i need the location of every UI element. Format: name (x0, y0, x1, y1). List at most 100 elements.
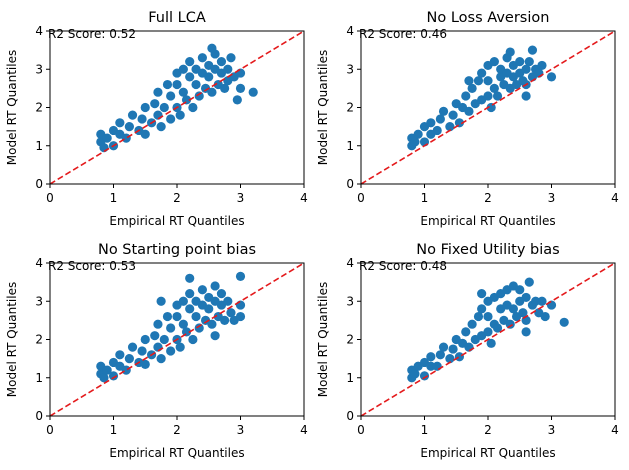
data-point (226, 53, 236, 63)
data-point (194, 91, 204, 101)
y-tick-label: 3 (35, 62, 43, 76)
data-point (115, 118, 125, 128)
x-tick-label: 2 (173, 191, 181, 205)
data-point (220, 83, 230, 93)
data-point (162, 79, 173, 90)
x-tick-label: 1 (421, 191, 429, 205)
data-point (166, 323, 176, 333)
data-point (156, 296, 166, 306)
data-point (207, 43, 217, 53)
data-point (486, 102, 496, 113)
data-point (150, 331, 160, 341)
data-point (140, 334, 150, 345)
data-point (531, 296, 541, 306)
data-point (546, 300, 557, 310)
data-point (188, 102, 198, 113)
data-point (432, 125, 442, 136)
data-point (489, 57, 499, 67)
data-point (150, 99, 160, 109)
data-point (210, 331, 220, 341)
data-point (473, 311, 484, 322)
data-point (508, 304, 518, 314)
points-group (361, 31, 615, 184)
data-point (102, 365, 112, 375)
data-point (140, 102, 150, 113)
data-point (216, 57, 227, 67)
data-point (185, 304, 195, 314)
data-point (178, 64, 188, 74)
y-axis-label: Model RT Quantiles (316, 50, 330, 165)
y-tick-label: 3 (346, 62, 354, 76)
data-point (461, 327, 471, 337)
data-point (197, 285, 207, 295)
y-tick-label: 3 (346, 294, 354, 308)
y-tick-label: 2 (35, 333, 43, 347)
data-point (175, 342, 185, 352)
x-tick-label: 3 (548, 423, 556, 437)
data-point (477, 289, 487, 299)
subplot-title: Full LCA (148, 10, 206, 26)
data-point (521, 91, 531, 101)
data-point (464, 106, 474, 116)
data-point (216, 289, 227, 299)
data-point (166, 91, 176, 101)
data-point (435, 350, 445, 360)
data-point (537, 296, 547, 306)
y-tick-label: 4 (35, 24, 43, 38)
data-point (185, 72, 195, 82)
y-tick-label: 0 (346, 409, 354, 423)
data-point (464, 76, 474, 86)
data-point (159, 334, 169, 345)
data-point (156, 354, 166, 364)
data-point (153, 87, 163, 97)
x-tick-label: 2 (484, 191, 492, 205)
x-axis-label: Empirical RT Quantiles (109, 214, 244, 228)
data-point (521, 64, 531, 74)
data-point (559, 317, 569, 327)
x-axis-label: Empirical RT Quantiles (420, 446, 555, 460)
x-tick-label: 0 (46, 191, 54, 205)
data-point (540, 311, 550, 322)
data-point (448, 110, 458, 120)
x-tick-label: 2 (173, 423, 181, 437)
data-point (127, 110, 138, 120)
data-point (108, 371, 119, 381)
data-point (454, 352, 465, 362)
data-point (178, 296, 188, 306)
data-point (248, 87, 258, 97)
subplot-2: No Loss Aversion 0 1 2 3 4 0 1 2 3 4 Empirical RT Q… (316, 10, 619, 228)
r2-score-annotation: R2 Score: 0.53 (48, 259, 136, 273)
subplot-title: No Starting point bias (98, 242, 256, 258)
y-tick-label: 0 (346, 177, 354, 191)
points-group (50, 31, 304, 184)
data-point (461, 91, 471, 101)
data-point (178, 319, 188, 329)
data-point (546, 72, 557, 82)
data-point (515, 285, 525, 295)
x-tick-label: 2 (484, 423, 492, 437)
data-point (438, 106, 449, 116)
x-tick-label: 1 (110, 191, 118, 205)
data-point (486, 338, 496, 348)
y-tick-label: 2 (346, 333, 354, 347)
data-point (483, 327, 493, 337)
y-tick-label: 4 (346, 24, 354, 38)
r2-score-annotation: R2 Score: 0.48 (359, 259, 447, 273)
data-point (175, 110, 185, 120)
data-point (185, 57, 195, 67)
data-point (235, 300, 246, 310)
data-point (197, 53, 207, 63)
data-point (483, 91, 493, 101)
data-point (492, 91, 503, 101)
data-point (445, 122, 455, 132)
x-tick-label: 4 (300, 191, 308, 205)
data-point (524, 277, 534, 287)
data-point (162, 311, 173, 322)
subplot-1: Full LCA 0 1 2 3 4 0 1 2 3 4 Empirical RT Quantiles… (5, 10, 308, 228)
data-point (124, 122, 134, 132)
r2-score-annotation: R2 Score: 0.52 (48, 27, 136, 41)
x-tick-label: 4 (611, 423, 619, 437)
subplot-title: No Fixed Utility bias (416, 242, 559, 258)
data-point (191, 311, 201, 322)
